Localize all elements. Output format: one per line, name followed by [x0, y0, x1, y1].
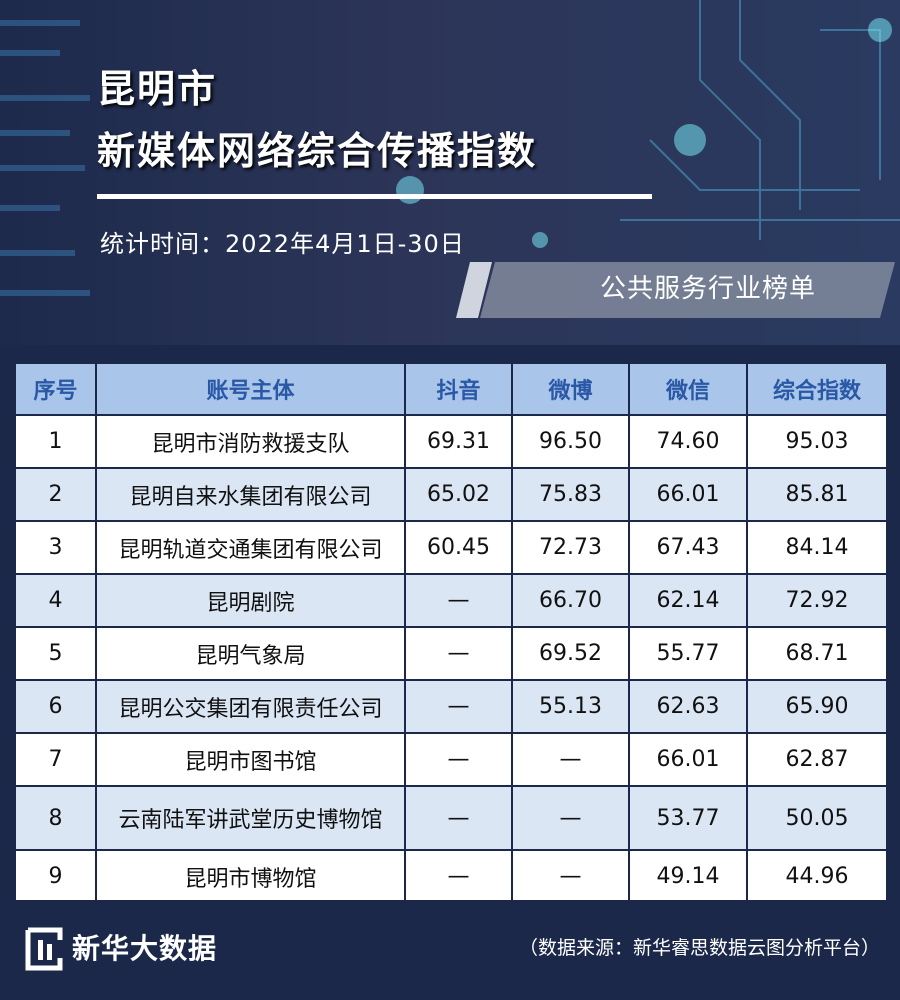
date: 统计时间：2022年4月1日-30日: [100, 230, 465, 258]
title-line: 新媒体网络综合传播指数: [97, 129, 538, 173]
ranking-table: 序号 账号主体 抖音 微博 微信 综合指数 1 昆明市消防救援支队 69.31 96.50 74.…: [14, 362, 888, 904]
table-row: 8 云南陆军讲武堂历史博物馆 — —53.77 50.05: [14, 785, 888, 851]
table-cell: 55.13: [511, 679, 630, 734]
table-body: 1 昆明市消防救援支队 69.31 96.50 74.60 95.03 2 昆明自来水集团有限…: [14, 414, 888, 904]
footer: 新华大数据 （数据来源：新华睿思数据云图分析平台）: [0, 900, 900, 1000]
header: 昆明市 新媒体网络综合传播指数 统计时间：2022年4月1日-30日 公共服务行…: [0, 0, 900, 345]
table-cell: 44.96: [746, 849, 888, 904]
table-cell: 昆明市消防救援支队: [95, 414, 406, 469]
table-cell: 62.87: [746, 732, 888, 787]
column-header: 抖音: [404, 362, 513, 416]
category: 公共服务行业榜单: [600, 274, 817, 304]
table-cell: 85.81: [746, 467, 888, 522]
table-row: 6 昆明公交集团有限责任公司 —55.13 62.63 65.90: [14, 679, 888, 734]
column-header: 微博: [511, 362, 630, 416]
table-cell: 昆明市博物馆: [95, 849, 406, 904]
table-cell: 4: [14, 573, 97, 628]
circuit-decoration: [0, 0, 900, 318]
brand: 新华大数据: [72, 932, 218, 965]
table-cell: 53.77: [628, 785, 748, 851]
table-cell: 60.45: [404, 520, 513, 575]
table-row: 3 昆明轨道交通集团有限公司 60.45 72.73 67.43 84.14: [14, 520, 888, 575]
table-cell: 49.14: [628, 849, 748, 904]
table-cell: —: [404, 679, 513, 734]
table-cell: 7: [14, 732, 97, 787]
table-cell: —: [511, 785, 630, 851]
table-cell: 96.50: [511, 414, 630, 469]
column-header: 账号主体: [95, 362, 406, 416]
table-cell: 72.92: [746, 573, 888, 628]
table-cell: —: [404, 732, 513, 787]
table-cell: 昆明气象局: [95, 626, 406, 681]
table-cell: 昆明轨道交通集团有限公司: [95, 520, 406, 575]
table-cell: 6: [14, 679, 97, 734]
table-cell: 66.70: [511, 573, 630, 628]
table-cell: 72.73: [511, 520, 630, 575]
table-cell: 75.83: [511, 467, 630, 522]
table-cell: 50.05: [746, 785, 888, 851]
table-row: 9 昆明市博物馆 — —49.14 44.96: [14, 849, 888, 904]
table-row: 1 昆明市消防救援支队 69.31 96.50 74.60 95.03: [14, 414, 888, 469]
table-cell: 昆明自来水集团有限公司: [95, 467, 406, 522]
table-cell: 5: [14, 626, 97, 681]
table-cell: 昆明公交集团有限责任公司: [95, 679, 406, 734]
table-cell: 3: [14, 520, 97, 575]
table-cell: 69.52: [511, 626, 630, 681]
table-cell: 9: [14, 849, 97, 904]
column-header: 微信: [628, 362, 748, 416]
column-header: 序号: [14, 362, 97, 416]
table-cell: 55.77: [628, 626, 748, 681]
table-cell: 62.14: [628, 573, 748, 628]
table-cell: 65.02: [404, 467, 513, 522]
title-line: 昆明市: [97, 67, 218, 111]
table-cell: 1: [14, 414, 97, 469]
divider: [97, 194, 652, 199]
header-row: 序号 账号主体 抖音 微博 微信 综合指数: [14, 362, 888, 416]
source: （数据来源：新华睿思数据云图分析平台）: [518, 937, 880, 959]
table-cell: 2: [14, 467, 97, 522]
table-cell: 95.03: [746, 414, 888, 469]
table-row: 2 昆明自来水集团有限公司 65.02 75.83 66.01 85.81: [14, 467, 888, 522]
table-cell: 昆明市图书馆: [95, 732, 406, 787]
table-cell: 69.31: [404, 414, 513, 469]
table-cell: 67.43: [628, 520, 748, 575]
table-cell: 74.60: [628, 414, 748, 469]
table-row: 5 昆明气象局 —69.52 55.77 68.71: [14, 626, 888, 681]
table-cell: 68.71: [746, 626, 888, 681]
table-cell: 84.14: [746, 520, 888, 575]
table-cell: —: [404, 849, 513, 904]
table-cell: 昆明剧院: [95, 573, 406, 628]
table-cell: —: [511, 849, 630, 904]
table-cell: —: [404, 573, 513, 628]
table-cell: —: [404, 626, 513, 681]
table-cell: 62.63: [628, 679, 748, 734]
table-row: 7 昆明市图书馆 — —66.01 62.87: [14, 732, 888, 787]
logo: [25, 927, 63, 971]
table-cell: —: [511, 732, 630, 787]
table-cell: 云南陆军讲武堂历史博物馆: [95, 785, 406, 851]
table-cell: 66.01: [628, 732, 748, 787]
table-cell: 8: [14, 785, 97, 851]
table-cell: 65.90: [746, 679, 888, 734]
column-header: 综合指数: [746, 362, 888, 416]
table-cell: 66.01: [628, 467, 748, 522]
table-cell: —: [404, 785, 513, 851]
table-row: 4 昆明剧院 —66.70 62.14 72.92: [14, 573, 888, 628]
